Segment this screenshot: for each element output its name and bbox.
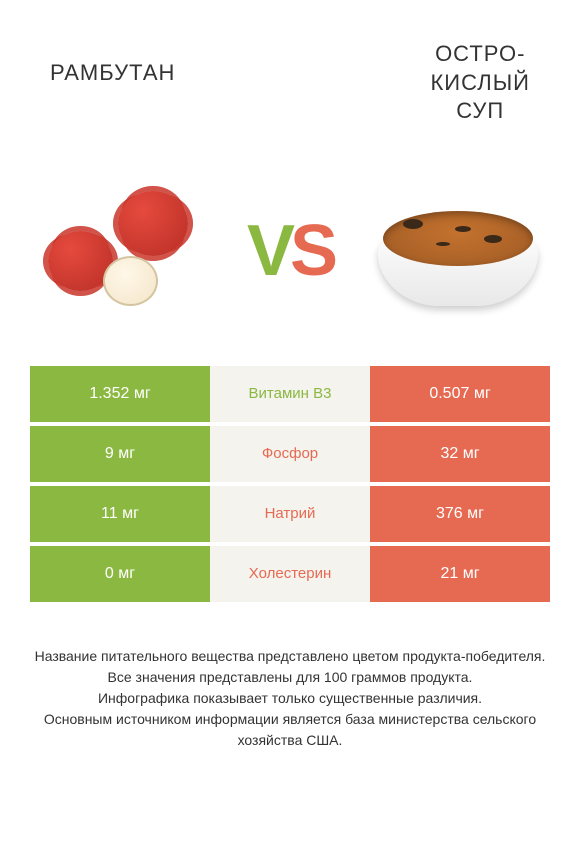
vs-v: V <box>247 211 290 291</box>
right-value: 32 мг <box>370 426 550 482</box>
footer-line-4: Основным источником информации является … <box>30 709 550 751</box>
left-value: 11 мг <box>30 486 210 542</box>
table-row: 9 мгФосфор32 мг <box>30 426 550 482</box>
right-title-line3: СУП <box>430 97 530 126</box>
nutrient-label: Фосфор <box>210 426 370 482</box>
right-value: 376 мг <box>370 486 550 542</box>
right-product-title: ОСТРО- КИСЛЫЙ СУП <box>430 40 530 126</box>
left-value: 1.352 мг <box>30 366 210 422</box>
right-value: 21 мг <box>370 546 550 602</box>
right-value: 0.507 мг <box>370 366 550 422</box>
footer-line-1: Название питательного вещества представл… <box>30 646 550 667</box>
nutrient-label: Витамин B3 <box>210 366 370 422</box>
comparison-table: 1.352 мгВитамин B30.507 мг9 мгФосфор32 м… <box>0 366 580 602</box>
left-value: 0 мг <box>30 546 210 602</box>
right-title-line2: КИСЛЫЙ <box>430 69 530 98</box>
footer-line-3: Инфографика показывает только существенн… <box>30 688 550 709</box>
right-title-line1: ОСТРО- <box>430 40 530 69</box>
footer-line-2: Все значения представлены для 100 граммо… <box>30 667 550 688</box>
left-value: 9 мг <box>30 426 210 482</box>
vs-s: S <box>290 211 333 291</box>
header: РАМБУТАН ОСТРО- КИСЛЫЙ СУП <box>0 0 580 146</box>
table-row: 1.352 мгВитамин B30.507 мг <box>30 366 550 422</box>
footer-notes: Название питательного вещества представл… <box>0 606 580 751</box>
soup-image <box>370 176 545 326</box>
table-row: 0 мгХолестерин21 мг <box>30 546 550 602</box>
nutrient-label: Холестерин <box>210 546 370 602</box>
images-row: VS <box>0 146 580 366</box>
table-row: 11 мгНатрий376 мг <box>30 486 550 542</box>
left-product-title: РАМБУТАН <box>50 60 175 86</box>
vs-label: VS <box>247 210 333 292</box>
nutrient-label: Натрий <box>210 486 370 542</box>
rambutan-image <box>35 176 210 326</box>
